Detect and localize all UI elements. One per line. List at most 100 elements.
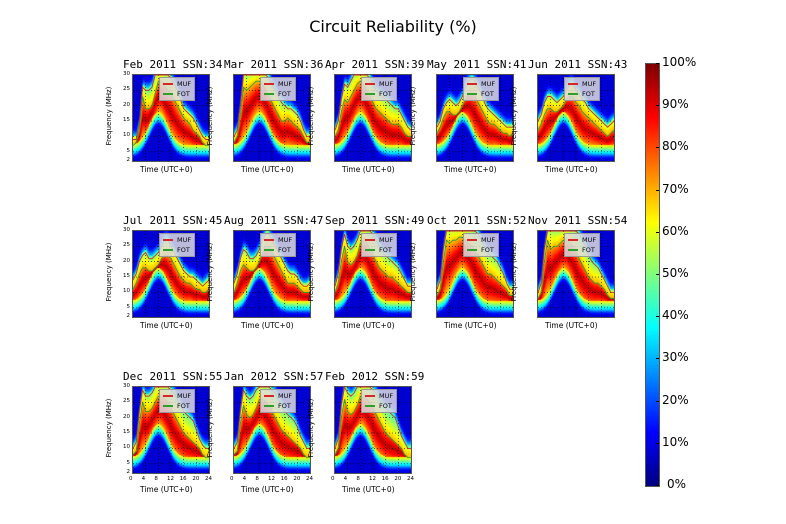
- legend-swatch: [264, 239, 274, 241]
- y-axis-label: Frequency (MHz): [307, 398, 315, 458]
- legend-swatch: [163, 405, 173, 407]
- legend-swatch: [467, 249, 477, 251]
- fot-line: [132, 255, 210, 293]
- panel-title: Dec 2011 SSN:55: [123, 370, 223, 383]
- x-tick-label: 12: [369, 476, 376, 482]
- y-tick-label: 30: [123, 227, 130, 233]
- y-axis-label: Frequency (MHz): [307, 242, 315, 302]
- legend-swatch: [365, 249, 375, 251]
- legend: MUF FOT: [159, 77, 196, 101]
- panel-title: Oct 2011 SSN:52: [427, 214, 527, 227]
- colorbar-tick-label: 80%: [662, 139, 689, 154]
- x-tick-label: 16: [179, 476, 187, 482]
- legend-swatch: [365, 405, 375, 407]
- colorbar-gradient: [646, 64, 659, 486]
- x-axis-label: Time (UTC+0): [140, 165, 193, 174]
- fot-line: [334, 80, 411, 137]
- legend-entry-muf: MUF: [163, 79, 191, 89]
- legend-swatch: [568, 93, 578, 95]
- y-tick-label: 30: [123, 71, 130, 77]
- y-axis-label: Frequency (MHz): [206, 242, 214, 302]
- legend-label: FOT: [278, 90, 291, 98]
- colorbar-tick-mark: [656, 358, 659, 360]
- legend-label: MUF: [481, 236, 496, 244]
- legend: MUF FOT: [159, 389, 196, 413]
- x-tick-label: 8: [255, 476, 259, 482]
- legend: MUF FOT: [260, 77, 297, 101]
- colorbar-tick-mark: [656, 231, 659, 233]
- figure-title: Circuit Reliability (%): [309, 17, 477, 36]
- panel-title: Nov 2011 SSN:54: [528, 214, 628, 227]
- x-tick-label: 20: [293, 476, 301, 482]
- x-tick-label: 20: [192, 476, 200, 482]
- legend-entry-muf: MUF: [163, 391, 191, 401]
- legend-swatch: [365, 83, 375, 85]
- legend-label: FOT: [481, 90, 494, 98]
- colorbar-tick-mark: [656, 442, 659, 444]
- y-tick-label: 2: [126, 313, 131, 319]
- y-axis-label: Frequency (MHz): [510, 86, 518, 146]
- y-tick-label: 25: [123, 86, 130, 93]
- panel-overlay: [233, 231, 311, 317]
- legend-entry-muf: MUF: [163, 235, 191, 245]
- x-tick-label: 12: [268, 476, 275, 482]
- colorbar-tick-mark: [656, 147, 659, 149]
- y-tick-label: 10: [123, 444, 130, 451]
- legend-label: MUF: [379, 236, 394, 244]
- colorbar-tick-label: 10%: [662, 434, 689, 449]
- legend-entry-fot: FOT: [467, 245, 495, 255]
- legend-entry-fot: FOT: [568, 89, 596, 99]
- legend-label: FOT: [582, 246, 595, 254]
- legend-entry-muf: MUF: [365, 391, 393, 401]
- y-tick-label: 15: [123, 273, 130, 280]
- x-tick-label: 4: [242, 476, 247, 482]
- x-tick-label: 20: [394, 476, 402, 482]
- y-axis-label: Frequency (MHz): [510, 242, 518, 302]
- x-axis-label: Time (UTC+0): [241, 165, 294, 174]
- panel-overlay: [233, 386, 310, 473]
- y-tick-label: 2: [126, 157, 131, 163]
- y-tick-label: 10: [123, 132, 130, 139]
- colorbar-tick-label: 50%: [662, 266, 689, 280]
- legend-swatch: [163, 239, 173, 241]
- x-axis-label: Time (UTC+0): [342, 485, 395, 494]
- legend-entry-muf: MUF: [365, 235, 393, 245]
- legend-entry-muf: MUF: [264, 79, 292, 89]
- legend: MUF FOT: [260, 389, 297, 413]
- colorbar-tick-mark: [656, 400, 659, 402]
- colorbar-tick-mark: [656, 485, 659, 486]
- legend: MUF FOT: [260, 233, 297, 257]
- colorbar-tick-mark: [656, 189, 659, 191]
- x-axis-label: Time (UTC+0): [140, 485, 193, 494]
- legend-label: MUF: [379, 392, 394, 400]
- legend: MUF FOT: [463, 233, 500, 257]
- legend-label: MUF: [582, 236, 597, 244]
- muf-line: [537, 230, 614, 293]
- y-tick-label: 10: [123, 288, 130, 295]
- legend-label: FOT: [177, 246, 190, 254]
- colorbar-tick-label: 90%: [662, 97, 689, 112]
- x-axis-label: Time (UTC+0): [342, 321, 395, 330]
- legend-entry-fot: FOT: [163, 245, 191, 255]
- legend-entry-muf: MUF: [467, 235, 495, 245]
- x-axis-label: Time (UTC+0): [241, 485, 294, 494]
- colorbar: [645, 63, 660, 487]
- legend: MUF FOT: [361, 233, 398, 257]
- legend-swatch: [568, 249, 578, 251]
- legend-label: FOT: [379, 90, 392, 98]
- y-tick-label: 25: [123, 398, 130, 405]
- x-tick-label: 0: [129, 476, 133, 482]
- y-tick-label: 20: [123, 257, 130, 264]
- panel-title: Jun 2011 SSN:43: [528, 58, 628, 71]
- legend: MUF FOT: [463, 77, 500, 101]
- legend-label: FOT: [582, 90, 595, 98]
- fot-line: [233, 80, 310, 144]
- legend: MUF FOT: [361, 77, 398, 101]
- legend-entry-fot: FOT: [568, 245, 596, 255]
- legend-entry-fot: FOT: [365, 245, 393, 255]
- legend-label: MUF: [481, 80, 496, 88]
- legend: MUF FOT: [159, 233, 196, 257]
- y-axis-label: Frequency (MHz): [307, 86, 315, 146]
- y-tick-label: 2: [126, 469, 131, 475]
- legend: MUF FOT: [564, 233, 601, 257]
